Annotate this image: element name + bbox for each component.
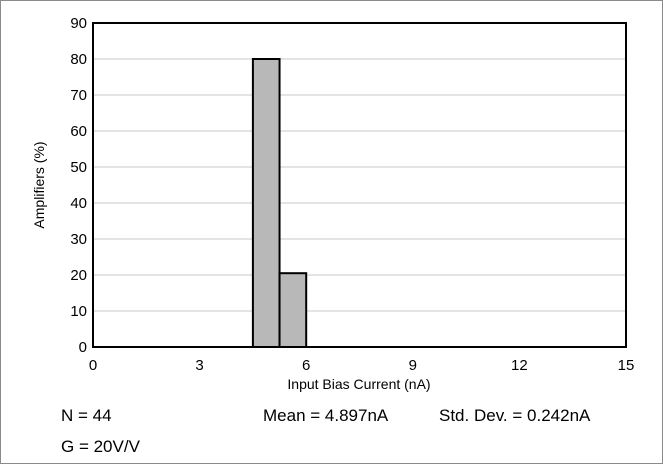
x-tick-label: 3: [195, 357, 203, 374]
y-tick-labels: 0 10 20 30 40 50 60 70 80 90: [70, 15, 87, 356]
gain-value: G = 20V/V: [61, 437, 140, 456]
y-tick-label: 90: [70, 15, 87, 32]
std-dev-value: Std. Dev. = 0.242nA: [439, 406, 591, 425]
y-tick-label: 10: [70, 303, 87, 320]
y-tick-label: 80: [70, 51, 87, 68]
y-tick-label: 60: [70, 123, 87, 140]
x-tick-label: 0: [89, 357, 97, 374]
x-tick-label: 12: [511, 357, 528, 374]
x-axis-title: Input Bias Current (nA): [287, 376, 430, 392]
x-tick-labels: 0 3 6 9 12 15: [89, 357, 635, 374]
y-tick-label: 50: [70, 159, 87, 176]
sample-count: N = 44: [61, 406, 112, 425]
histogram-chart: 0 10 20 30 40 50 60 70 80 90 0 3 6 9 12 15 Input Bias …: [31, 15, 635, 392]
x-tick-label: 6: [302, 357, 310, 374]
mean-value: Mean = 4.897nA: [263, 406, 389, 425]
y-tick-label: 40: [70, 195, 87, 212]
histogram-bar-2: [278, 272, 308, 349]
y-axis-title: Amplifiers (%): [31, 141, 47, 228]
x-tick-label: 9: [409, 357, 417, 374]
histogram-bar-1: [251, 58, 281, 348]
y-tick-label: 20: [70, 267, 87, 284]
grid-lines: [93, 58, 626, 312]
y-tick-label: 70: [70, 87, 87, 104]
plot-frame: [92, 22, 627, 348]
y-tick-label: 0: [79, 339, 87, 356]
x-tick-label: 15: [618, 357, 635, 374]
histogram-bars: [251, 58, 308, 349]
y-tick-label: 30: [70, 231, 87, 248]
